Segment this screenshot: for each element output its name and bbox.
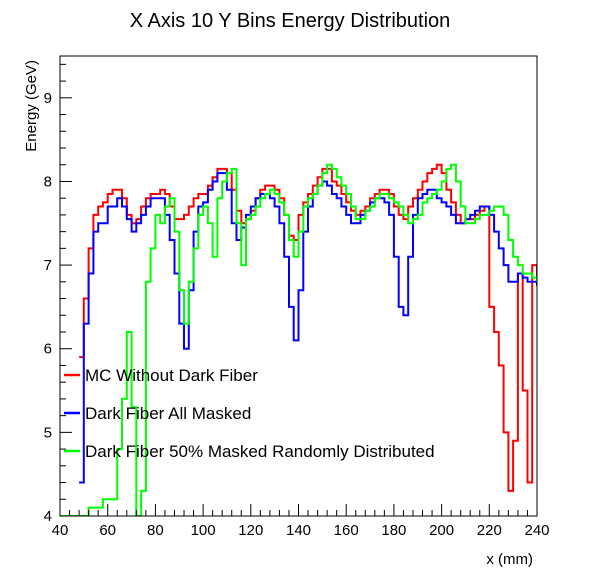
x-tick-label: 80 [147, 522, 164, 539]
x-tick-label: 160 [334, 522, 359, 539]
y-axis-label: Energy (GeV) [23, 60, 40, 152]
y-tick-label: 7 [44, 257, 52, 274]
y-axis: 4 5 6 7 8 9 [44, 63, 72, 525]
x-tick-label: 240 [524, 522, 549, 539]
x-tick-label: 180 [381, 522, 406, 539]
y-tick-label: 9 [44, 90, 52, 107]
y-tick-label: 4 [44, 508, 52, 525]
x-axis: 40 60 80 100 120 140 160 180 200 220 240 [52, 504, 550, 539]
legend-label: MC Without Dark Fiber [85, 366, 258, 385]
x-axis-label: x (mm) [486, 551, 533, 568]
y-tick-label: 5 [44, 424, 52, 441]
series-line-3 [60, 163, 537, 516]
series-line-2 [79, 172, 537, 484]
legend: MC Without Dark Fiber Dark Fiber All Mask… [64, 366, 435, 461]
y-tick-label: 8 [44, 173, 52, 190]
legend-label: Dark Fiber All Masked [85, 404, 251, 423]
chart-title: X Axis 10 Y Bins Energy Distribution [130, 10, 451, 32]
x-tick-label: 60 [99, 522, 116, 539]
series-layer [60, 163, 537, 516]
x-tick-label: 140 [286, 522, 311, 539]
x-tick-label: 120 [238, 522, 263, 539]
x-tick-label: 100 [191, 522, 216, 539]
x-tick-label: 220 [477, 522, 502, 539]
legend-label: Dark Fiber 50% Masked Randomly Distribut… [85, 442, 435, 461]
x-tick-label: 200 [429, 522, 454, 539]
x-tick-label: 40 [52, 522, 69, 539]
y-tick-label: 6 [44, 341, 52, 358]
